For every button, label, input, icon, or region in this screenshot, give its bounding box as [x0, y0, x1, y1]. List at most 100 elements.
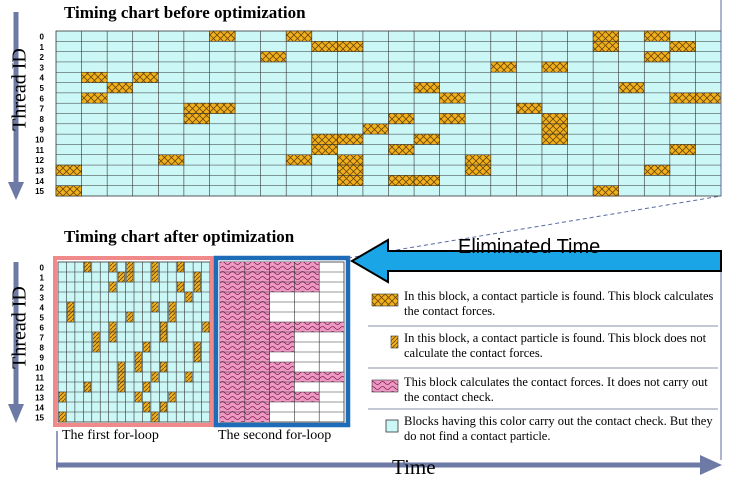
thread-tick-top: 5 — [40, 84, 45, 93]
found-nocalc-block — [117, 361, 125, 373]
found-nocalc-block — [143, 401, 151, 413]
found-nocalc-block — [160, 361, 168, 373]
eliminated-time-arrow — [350, 238, 722, 284]
time-axis-label: Time — [392, 455, 436, 479]
found-nocalc-block — [176, 281, 184, 293]
found-nocalc-block — [134, 351, 142, 363]
found-nocalc-block — [126, 261, 134, 273]
found-calc-block — [260, 51, 287, 63]
thread-tick-bottom: 5 — [40, 314, 45, 323]
thread-tick-bottom: 11 — [36, 374, 45, 383]
thread-tick-top: 4 — [40, 74, 45, 83]
found-nocalc-block — [109, 321, 117, 333]
found-calc-block — [183, 113, 210, 125]
found-calc-block — [337, 164, 364, 176]
thread-tick-top: 11 — [36, 146, 45, 155]
found-nocalc-block — [67, 301, 75, 313]
found-calc-block — [106, 82, 134, 94]
found-calc-block — [592, 185, 619, 197]
thread-arrow-bottom-head — [8, 404, 24, 423]
legend-swatch-calc-only — [371, 379, 399, 393]
before-optimization-chart — [55, 30, 722, 197]
calc-only-block — [220, 322, 344, 332]
found-calc-block — [541, 123, 568, 135]
thread-tick-top: 12 — [35, 156, 44, 165]
thread-tick-bottom: 13 — [35, 394, 44, 403]
thread-tick-top: 14 — [35, 177, 44, 186]
found-calc-block — [311, 133, 338, 145]
found-calc-block — [643, 164, 671, 176]
found-calc-block — [541, 133, 568, 145]
calc-only-block — [220, 342, 295, 352]
found-calc-block — [669, 92, 696, 104]
figure-decorations — [8, 0, 722, 475]
thread-tick-bottom: 6 — [40, 324, 45, 333]
found-calc-block — [464, 164, 492, 176]
title-after: Timing chart after optimization — [64, 227, 295, 246]
legend-text-found-calc: In this block, a contact particle is fou… — [404, 289, 714, 318]
found-nocalc-block — [58, 391, 66, 403]
found-nocalc-block — [151, 271, 159, 283]
found-nocalc-block — [67, 311, 75, 323]
found-calc-block — [592, 41, 619, 52]
thread-tick-bottom: 8 — [40, 344, 45, 353]
found-nocalc-block — [92, 331, 100, 343]
projection-line-top — [347, 195, 722, 259]
title-before: Timing chart before optimization — [64, 3, 306, 22]
found-nocalc-block — [160, 331, 168, 343]
legend-swatch-found-nocalc — [390, 335, 399, 349]
thread-tick-top: 8 — [40, 115, 45, 124]
found-calc-block — [464, 154, 492, 166]
found-calc-block — [439, 113, 466, 125]
thread-arrow-top-head — [8, 182, 24, 200]
found-nocalc-block — [168, 301, 176, 313]
thread-tick-bottom: 9 — [40, 354, 45, 363]
thread-tick-top: 2 — [40, 53, 45, 62]
found-nocalc-block — [151, 371, 159, 383]
found-nocalc-block — [84, 381, 92, 393]
found-calc-block — [669, 41, 696, 52]
found-calc-block — [669, 144, 696, 156]
found-nocalc-block — [151, 261, 159, 273]
first-for-loop-chart — [57, 261, 211, 423]
thread-tick-bottom: 4 — [40, 304, 45, 313]
found-nocalc-block — [109, 331, 117, 343]
found-calc-block — [285, 30, 313, 42]
found-calc-block — [311, 144, 338, 156]
found-calc-block — [55, 164, 82, 176]
legend-swatch-found-calc — [371, 293, 399, 307]
found-nocalc-block — [193, 341, 201, 353]
found-calc-block — [81, 71, 108, 83]
found-nocalc-block — [58, 411, 66, 423]
found-nocalc-block — [185, 291, 193, 303]
calc-only-block — [220, 332, 295, 342]
found-calc-block — [695, 92, 722, 104]
thread-tick-top: 13 — [35, 167, 44, 176]
found-calc-block — [158, 154, 185, 166]
thread-id-ticks: 0011223344556677889910101111121213131414… — [35, 32, 44, 422]
found-calc-block — [337, 133, 364, 145]
legend-swatch-check-only — [385, 419, 399, 433]
found-calc-block — [209, 102, 236, 114]
found-calc-block — [541, 61, 568, 73]
found-calc-block — [413, 82, 440, 94]
thread-tick-top: 7 — [40, 105, 45, 114]
found-nocalc-block — [151, 411, 159, 423]
thread-tick-bottom: 14 — [35, 404, 44, 413]
found-nocalc-block — [92, 341, 100, 353]
found-calc-block — [337, 154, 364, 166]
found-nocalc-block — [176, 261, 184, 273]
found-nocalc-block — [109, 261, 117, 273]
found-calc-block — [337, 175, 364, 186]
found-nocalc-block — [168, 311, 176, 323]
found-nocalc-block — [126, 311, 134, 323]
found-calc-block — [388, 113, 415, 125]
found-nocalc-block — [193, 271, 201, 283]
thread-tick-bottom: 10 — [35, 364, 44, 373]
found-calc-block — [337, 41, 364, 52]
legend-swatches — [371, 293, 399, 433]
thread-tick-bottom: 12 — [35, 384, 44, 393]
found-calc-block — [362, 123, 389, 135]
